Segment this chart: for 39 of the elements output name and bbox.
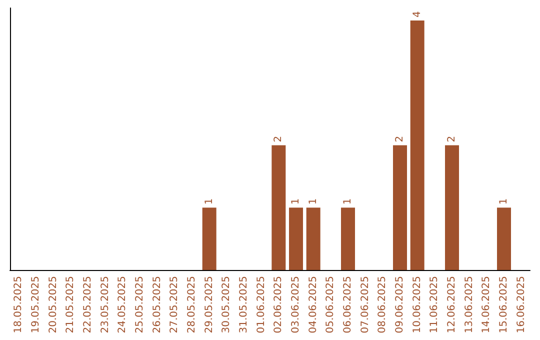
x-tick-label: 22.05.2025 [82, 276, 94, 334]
x-tick-label: 21.05.2025 [65, 276, 76, 334]
data-label: 1 [498, 198, 510, 205]
x-tick-label: 15.06.2025 [498, 276, 510, 334]
data-label: 4 [412, 11, 423, 18]
x-tick-label: 03.06.2025 [290, 276, 302, 334]
x-tick-label: 04.06.2025 [308, 276, 319, 334]
x-tick-label: 09.06.2025 [394, 276, 406, 334]
data-label: 2 [394, 136, 406, 142]
x-tick-label: 11.06.2025 [429, 276, 440, 334]
x-tick-label: 29.05.2025 [204, 276, 215, 334]
x-tick-label: 23.05.2025 [100, 276, 111, 334]
x-tick-label: 05.06.2025 [325, 276, 336, 334]
data-label: 1 [342, 198, 354, 205]
data-label: 2 [273, 136, 284, 142]
x-tick-label: 25.05.2025 [134, 276, 146, 334]
x-tick-label: 16.06.2025 [516, 276, 527, 334]
x-tick-label: 08.06.2025 [377, 276, 388, 334]
x-tick-label: 14.06.2025 [481, 276, 492, 334]
x-tick-label: 26.05.2025 [152, 276, 163, 334]
data-label: 1 [290, 198, 302, 205]
x-tick-label: 13.06.2025 [464, 276, 475, 334]
x-tick-label: 02.06.2025 [273, 276, 284, 334]
x-tick-label: 19.05.2025 [30, 276, 42, 334]
x-tick-label: 20.05.2025 [48, 276, 59, 334]
x-tick-label: 10.06.2025 [412, 276, 423, 334]
x-tick-label: 01.06.2025 [256, 276, 267, 334]
x-tick-label: 28.05.2025 [186, 276, 198, 334]
x-tick-label: 18.05.2025 [13, 276, 24, 334]
x-tick-label: 27.05.2025 [169, 276, 180, 334]
data-label: 1 [308, 198, 319, 205]
x-tick-label: 12.06.2025 [446, 276, 458, 334]
x-tick-label: 31.05.2025 [238, 276, 250, 334]
x-tick-label: 07.06.2025 [360, 276, 371, 334]
x-tick-label: 06.06.2025 [342, 276, 354, 334]
data-label: 2 [446, 136, 458, 142]
x-tick-label: 24.05.2025 [117, 276, 128, 334]
x-tick-label: 30.05.2025 [221, 276, 232, 334]
data-label: 1 [204, 198, 215, 205]
